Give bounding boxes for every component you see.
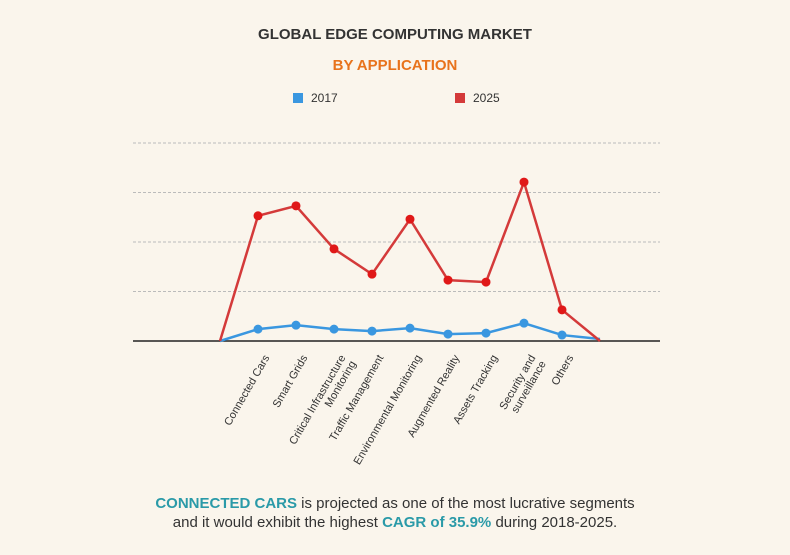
legend-label: 2017 bbox=[311, 91, 338, 105]
data-point bbox=[519, 177, 529, 187]
data-point bbox=[253, 211, 263, 221]
data-point bbox=[329, 324, 339, 334]
data-point bbox=[557, 330, 567, 340]
chart-subtitle: BY APPLICATION bbox=[333, 57, 458, 74]
highlight: CONNECTED CARS bbox=[155, 495, 297, 512]
data-point bbox=[367, 326, 377, 336]
data-point bbox=[253, 324, 263, 334]
annotation-text: is projected as one of the most lucrativ… bbox=[172, 495, 635, 531]
data-point bbox=[443, 329, 453, 339]
data-point bbox=[443, 275, 453, 285]
highlight: CAGR of 35.9% bbox=[382, 514, 492, 531]
legend-swatch bbox=[293, 93, 303, 103]
data-point bbox=[405, 214, 415, 224]
data-point bbox=[557, 305, 567, 315]
data-point bbox=[329, 244, 339, 254]
legend-swatch bbox=[455, 93, 465, 103]
legend-label: 2025 bbox=[473, 91, 500, 105]
data-point bbox=[481, 277, 491, 287]
data-point bbox=[291, 201, 301, 211]
data-point bbox=[367, 269, 377, 279]
data-point bbox=[291, 320, 301, 330]
annotation: CONNECTED CARS is projected as one of th… bbox=[0, 494, 790, 532]
data-point bbox=[519, 318, 529, 328]
chart-title: GLOBAL EDGE COMPUTING MARKET bbox=[258, 26, 532, 43]
data-point bbox=[481, 328, 491, 338]
data-point bbox=[405, 323, 415, 333]
series-line bbox=[218, 178, 601, 342]
annotation-text: during 2018-2025. bbox=[491, 514, 618, 531]
